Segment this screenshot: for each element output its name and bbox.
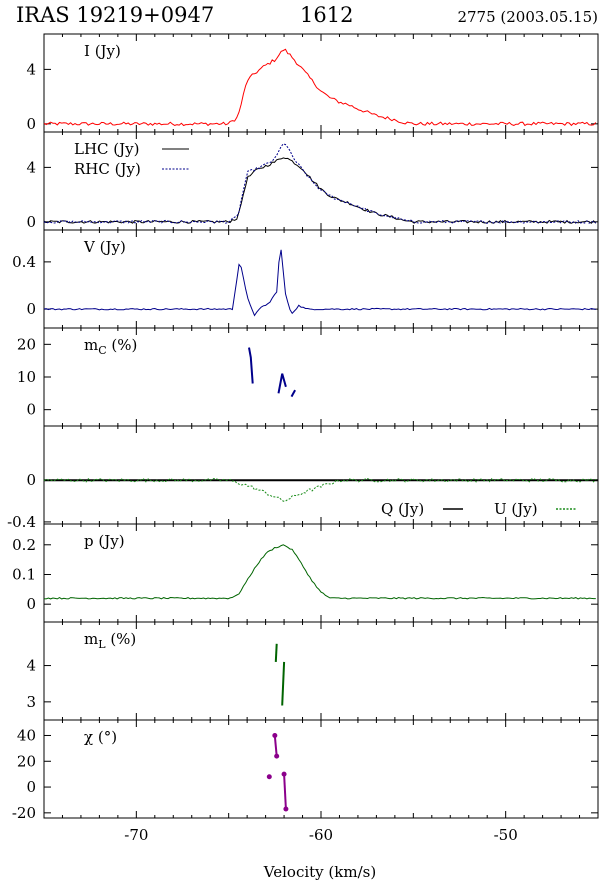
panel-mL: 3 4 mL (%): [26, 621, 599, 721]
data-point: [283, 806, 289, 812]
panel-frame: [43, 229, 599, 329]
panel-label: p (Jy): [84, 532, 125, 550]
y-tick-label: 0: [26, 471, 36, 489]
series-line: [248, 347, 254, 384]
panel-LHC_RHC: 0 4 LHC (Jy) RHC (Jy): [26, 131, 599, 231]
x-axis-label: Velocity (km/s): [263, 863, 376, 881]
series-line: [283, 774, 287, 810]
series-line: [43, 157, 597, 224]
x-tick-label: -60: [309, 826, 333, 844]
series-line: [281, 661, 286, 706]
series-line: [274, 643, 278, 662]
panel-frame: [43, 33, 599, 133]
y-tick-label: 0.4: [12, 253, 36, 271]
panel-label: mC (%): [84, 336, 137, 357]
y-tick-label: 0: [26, 595, 36, 613]
y-tick-label: 20: [17, 335, 36, 353]
panel-V: 0 0.4 V (Jy): [12, 229, 599, 329]
panel-chi: -20 0 20 40 χ (°) -70 -60 -50: [12, 719, 599, 844]
series-line: [43, 48, 597, 127]
panel-frame: [43, 523, 599, 623]
series-line: [273, 735, 278, 757]
legend-label: RHC (Jy): [74, 160, 141, 178]
y-tick-label: 4: [26, 158, 36, 176]
series-line: [43, 477, 597, 502]
legend-label: Q (Jy): [381, 500, 424, 518]
y-tick-label: 0: [26, 778, 36, 796]
x-tick-label: -50: [494, 826, 518, 844]
panel-QU: 0 -0.4 Q (Jy) U (Jy): [7, 425, 599, 531]
y-tick-label: 0: [26, 213, 36, 231]
x-tick-label: -70: [124, 826, 148, 844]
y-tick-label: 40: [17, 726, 36, 744]
legend-label: LHC (Jy): [74, 140, 139, 158]
y-tick-label: 4: [26, 60, 36, 78]
y-tick-label: 4: [26, 657, 36, 675]
y-tick-label: -0.4: [7, 513, 36, 531]
source-title: IRAS 19219+0947: [16, 3, 214, 27]
y-tick-label: -20: [12, 804, 36, 822]
panel-label: χ (°): [84, 728, 117, 746]
data-point: [272, 732, 278, 738]
panel-mC: 0 10 20 mC (%): [17, 327, 599, 427]
panel-label: V (Jy): [83, 238, 126, 256]
data-point: [281, 771, 287, 777]
panels: 0 4 I (Jy) 0 4 LHC (Jy) RHC (Jy) 0 0.4 V (Jy) 0 10 2…: [7, 33, 599, 844]
panel-p: 0 0.1 0.2 p (Jy): [12, 523, 599, 623]
y-tick-label: 0: [26, 300, 36, 318]
panel-I: 0 4 I (Jy): [26, 33, 599, 133]
panel-label: mL (%): [84, 630, 136, 651]
data-point: [274, 753, 280, 759]
y-tick-label: 0.2: [12, 536, 36, 554]
line-title: 1612: [300, 3, 353, 27]
series-line: [43, 544, 596, 600]
panel-label: I (Jy): [84, 42, 121, 60]
y-tick-label: 10: [17, 368, 36, 386]
legend-label: U (Jy): [494, 500, 538, 518]
series-line: [290, 389, 296, 398]
y-tick-label: 0.1: [12, 565, 36, 583]
y-tick-label: 0: [26, 401, 36, 419]
data-point: [266, 774, 272, 780]
y-tick-label: 0: [26, 115, 36, 133]
observation-title: 2775 (2003.05.15): [457, 8, 598, 26]
series-line: [43, 249, 596, 317]
series-line: [277, 373, 287, 394]
panel-frame: [43, 719, 599, 819]
y-tick-label: 3: [26, 693, 36, 711]
y-tick-label: 20: [17, 752, 36, 770]
